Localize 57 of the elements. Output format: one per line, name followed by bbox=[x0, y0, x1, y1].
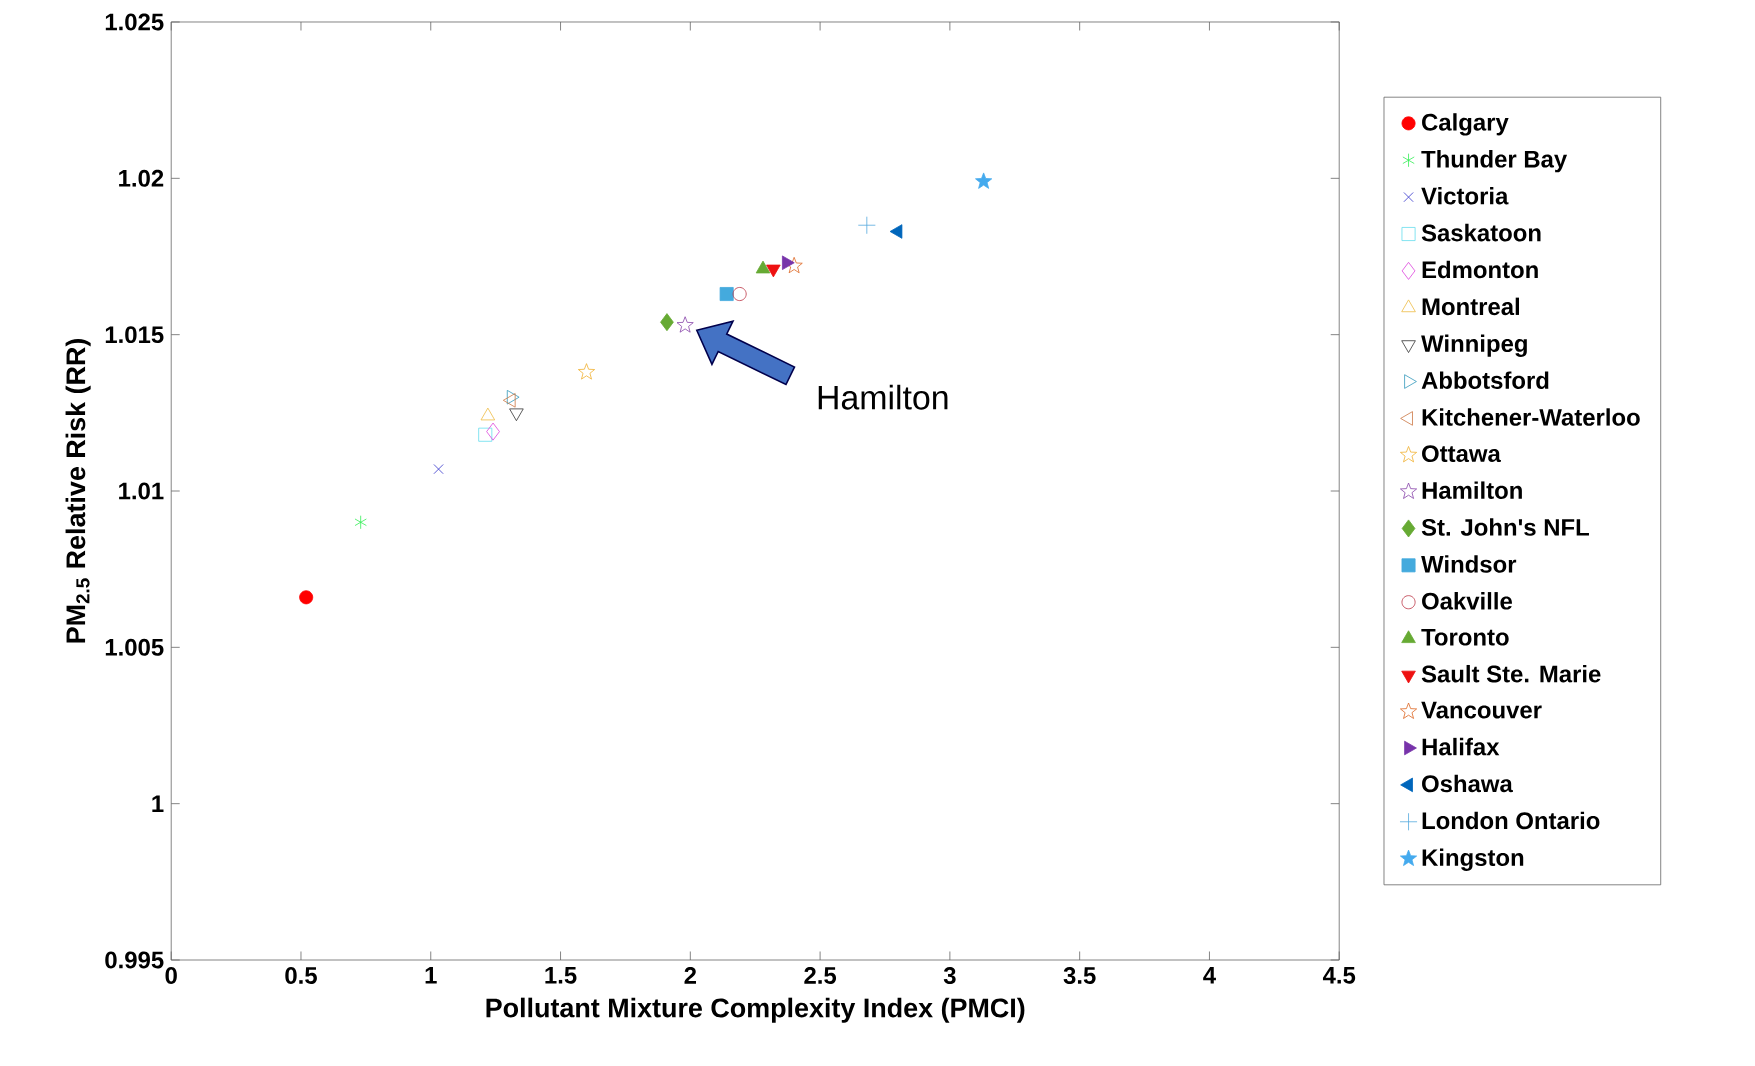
x-tick-label: 3.5 bbox=[1063, 967, 1096, 985]
y-tick-label: 1.025 bbox=[105, 13, 164, 31]
point bbox=[889, 224, 903, 239]
x-tick-label: 0 bbox=[165, 967, 177, 984]
point bbox=[506, 389, 520, 405]
point bbox=[676, 316, 694, 333]
legend-label: Winnipeg bbox=[1421, 334, 1527, 357]
legend-label: Oshawa bbox=[1422, 774, 1513, 793]
x-tick-label: 4.5 bbox=[1322, 967, 1356, 984]
point bbox=[486, 422, 500, 441]
x-tick-label: 4 bbox=[1203, 967, 1216, 984]
legend-label: Calgary bbox=[1422, 113, 1509, 136]
legend-label: Saskatoon bbox=[1421, 223, 1541, 242]
legend-label: Montreal bbox=[1422, 297, 1519, 316]
point bbox=[975, 172, 993, 189]
legend-label: Abbotsford bbox=[1421, 371, 1549, 389]
annotation: Hamilton bbox=[818, 384, 948, 410]
legend-label: Victoria bbox=[1421, 186, 1509, 205]
x-tick-label: 1 bbox=[425, 967, 437, 984]
x-tick-label: 2 bbox=[684, 967, 697, 984]
point bbox=[755, 260, 771, 274]
point bbox=[732, 287, 747, 301]
x-tick-label: 0.5 bbox=[285, 967, 317, 984]
legend-label: Oakville bbox=[1422, 592, 1512, 610]
legend-label: London Ontario bbox=[1422, 811, 1600, 830]
y-tick-label: 0.995 bbox=[105, 951, 164, 969]
y-tick-label: 1.02 bbox=[119, 169, 164, 187]
point bbox=[719, 287, 734, 301]
point bbox=[299, 590, 314, 605]
y-tick-label: 1.005 bbox=[105, 638, 164, 656]
point bbox=[480, 407, 496, 421]
legend-label: Halifax bbox=[1422, 737, 1500, 756]
y-tick-label: 1.015 bbox=[105, 326, 164, 344]
legend-label: Toronto bbox=[1421, 628, 1509, 646]
x-tick-label: 1.5 bbox=[545, 967, 577, 984]
legend-label: Sault Ste. Marie bbox=[1421, 664, 1601, 683]
legend-label: Ottawa bbox=[1422, 445, 1501, 463]
legend-label: Vancouver bbox=[1421, 701, 1542, 719]
y-tick-label: 1.01 bbox=[119, 482, 164, 500]
legend-label: Windsor bbox=[1421, 555, 1517, 573]
legend-label: Thunder Bay bbox=[1421, 150, 1568, 173]
point bbox=[478, 427, 493, 442]
x-tick-label: 2.5 bbox=[804, 967, 837, 984]
legend-label: Hamilton bbox=[1422, 481, 1522, 499]
legend-label: St. John's NFL bbox=[1421, 518, 1589, 536]
legend-label: Kitchener-Waterloo bbox=[1422, 408, 1640, 426]
y-tick-label: 1 bbox=[152, 795, 164, 812]
point bbox=[660, 313, 674, 332]
legend-label: Kingston bbox=[1422, 848, 1524, 871]
point bbox=[857, 216, 876, 235]
point bbox=[354, 515, 367, 530]
y-axis-title: PM$_{2.5}$ Relative Risk (RR) bbox=[65, 339, 91, 643]
x-axis-title: Pollutant Mixture Complexity Index (PMCI) bbox=[486, 997, 1025, 1023]
point bbox=[433, 464, 444, 475]
x-tick-label: 3 bbox=[943, 967, 956, 985]
legend-label: Edmonton bbox=[1422, 260, 1538, 279]
point bbox=[577, 363, 596, 380]
